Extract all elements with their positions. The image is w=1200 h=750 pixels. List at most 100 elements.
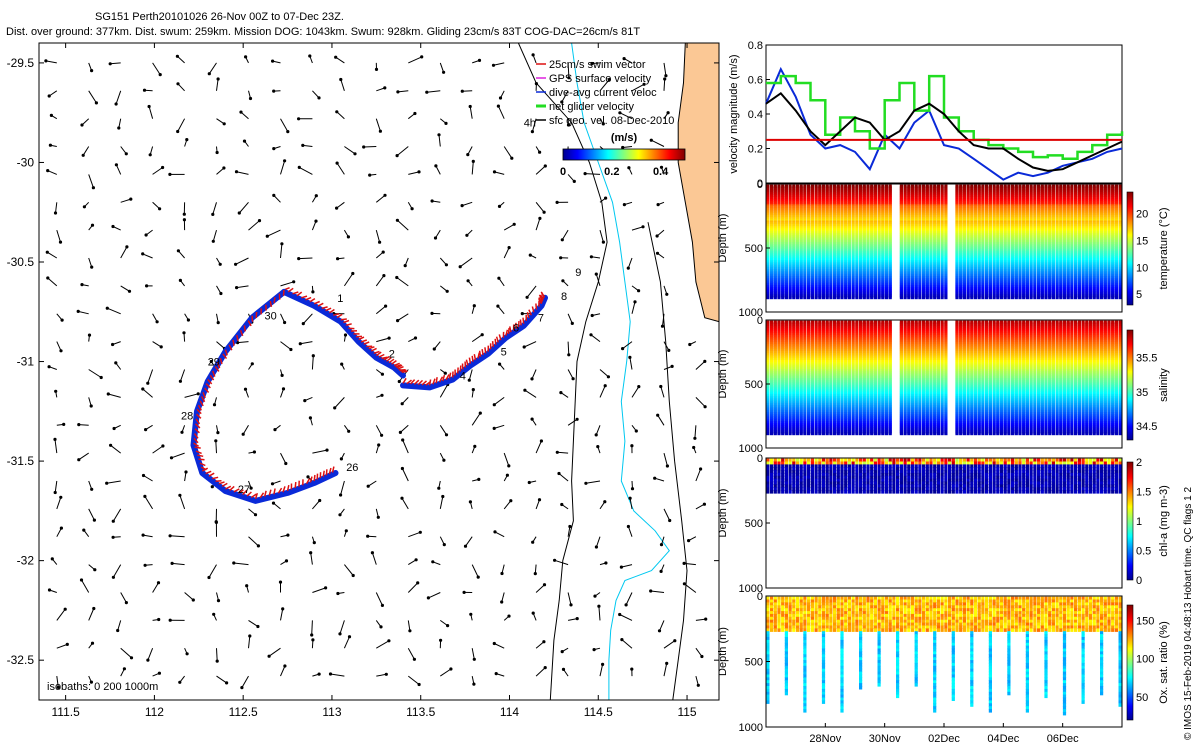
temperature-sample [870, 233, 874, 237]
temperature-sample [833, 279, 837, 284]
temperature-sample [862, 256, 866, 260]
temperature-sample [836, 256, 840, 260]
temperature-sample [803, 238, 807, 242]
temperature-sample [929, 207, 933, 212]
current-vector [82, 146, 90, 156]
current-vector-head [400, 496, 404, 500]
temperature-sample [814, 218, 818, 223]
temperature-sample [807, 240, 811, 244]
current-vector-head [442, 458, 446, 462]
current-vector-head [209, 359, 213, 364]
temperature-sample [910, 252, 915, 257]
temperature-sample [918, 283, 922, 287]
temperature-sample [829, 211, 833, 215]
temperature-sample [840, 233, 844, 237]
temperature-sample [855, 213, 859, 217]
temperature-sample [784, 290, 788, 294]
current-vector-head [663, 77, 667, 81]
current-vector [651, 139, 665, 147]
temperature-sample [877, 283, 881, 287]
current-vector-head [310, 633, 314, 637]
temperature-sample [833, 242, 837, 246]
temperature-sample [903, 202, 907, 207]
temperature-sample [866, 290, 870, 294]
temperature-sample [873, 281, 877, 285]
current-vector-head [594, 545, 599, 549]
temperature-sample [847, 245, 851, 250]
current-vector [55, 202, 58, 214]
current-vector-head [500, 600, 504, 604]
temperature-sample [792, 218, 796, 223]
temperature-sample [807, 215, 811, 219]
temperature-sample [799, 252, 803, 257]
temperature-sample [925, 188, 929, 192]
temperature-sample [799, 276, 803, 280]
temperature-sample [907, 247, 911, 251]
temperature-sample [877, 227, 881, 232]
temperature-sample [795, 224, 800, 228]
current-vector-head [90, 265, 94, 269]
temperature-sample [918, 268, 922, 273]
temperature-sample [866, 283, 870, 287]
temperature-sample [814, 190, 818, 194]
temperature-sample [933, 238, 937, 242]
temperature-sample [821, 200, 826, 205]
temperature-sample [907, 229, 911, 233]
temperature-sample [929, 184, 933, 189]
temperature-sample [844, 261, 848, 266]
current-vector [81, 579, 90, 593]
temperature-sample [818, 231, 822, 235]
temperature-sample [810, 274, 814, 278]
current-vector [471, 648, 475, 660]
temperature-sample [929, 233, 933, 237]
temperature-sample [810, 295, 814, 300]
temperature-sample [814, 261, 818, 266]
temperature-sample [795, 267, 800, 271]
temperature-sample [881, 265, 885, 269]
temperature-sample [807, 218, 811, 223]
temperature-sample [829, 281, 833, 285]
temperature-sample [933, 213, 937, 217]
current-vector [428, 592, 441, 599]
temperature-sample [910, 290, 915, 294]
current-vector [471, 564, 479, 578]
temperature-sample [866, 215, 870, 219]
current-vector-head [395, 218, 399, 222]
temperature-sample [833, 268, 837, 273]
temperature-sample [781, 283, 785, 287]
temperature-sample [936, 227, 940, 232]
temperature-sample [770, 254, 774, 258]
temperature-sample [899, 265, 903, 269]
temperature-sample [903, 209, 907, 214]
temperature-sample [907, 279, 911, 284]
temperature-sample [866, 281, 870, 285]
temperature-sample [873, 184, 877, 189]
temperature-sample [810, 283, 814, 287]
temperature-sample [922, 285, 926, 289]
current-vector [695, 618, 706, 621]
temperature-sample [795, 259, 800, 264]
temperature-sample [888, 209, 892, 214]
temperature-sample [862, 234, 866, 239]
temperature-sample [773, 285, 777, 289]
temperature-sample [899, 238, 903, 242]
temperature-sample [836, 247, 840, 251]
temperature-sample [807, 207, 811, 212]
current-vector-head [553, 558, 557, 562]
temperature-sample [881, 279, 885, 284]
temperature-sample [799, 191, 803, 196]
current-vector [468, 369, 473, 381]
temperature-sample [795, 200, 800, 205]
current-vector [663, 78, 666, 91]
temperature-sample [870, 245, 874, 250]
temperature-sample [784, 268, 788, 273]
temperature-sample [840, 231, 844, 235]
temperature-sample [847, 227, 851, 232]
current-vector-head [566, 123, 571, 127]
temperature-sample [810, 245, 814, 250]
temperature-sample [855, 188, 859, 192]
temperature-sample [792, 290, 796, 294]
current-vector-head [265, 234, 269, 238]
temperature-sample [914, 256, 918, 260]
temperature-sample [847, 290, 851, 294]
